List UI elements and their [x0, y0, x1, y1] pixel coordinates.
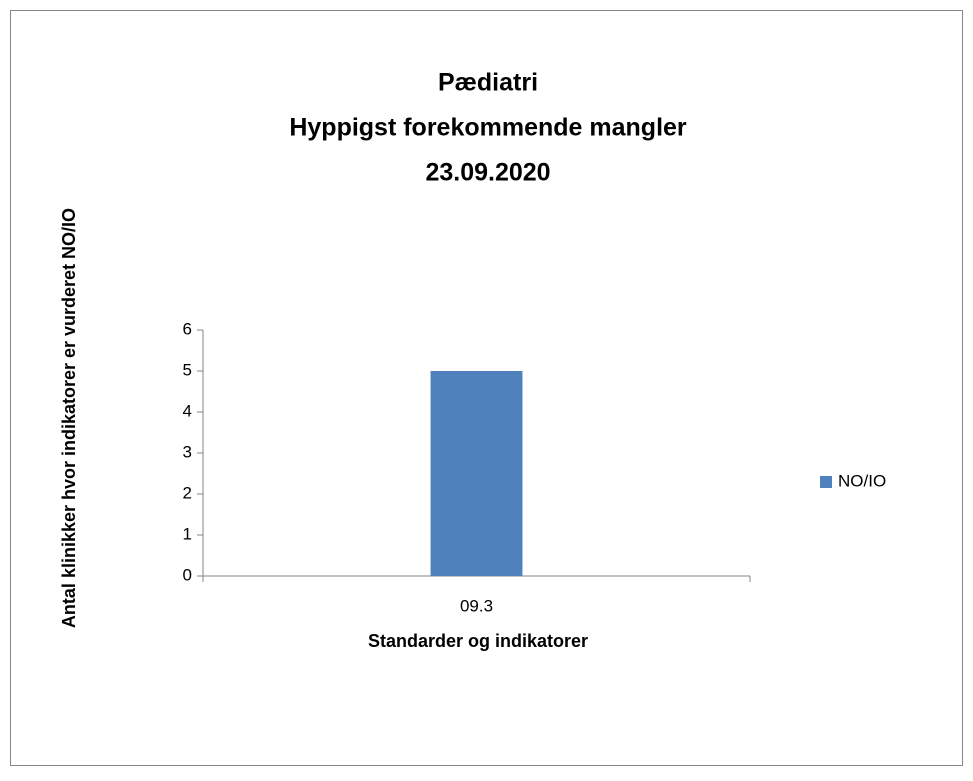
legend-label: NO/IO [838, 471, 886, 490]
x-tick-label: 09.3 [460, 596, 493, 615]
chart-title: 23.09.2020 [425, 159, 550, 187]
x-axis-label: Standarder og indikatorer [368, 631, 588, 651]
bar [430, 371, 523, 576]
y-tick-label: 5 [183, 360, 192, 379]
y-tick-label: 4 [183, 401, 192, 420]
chart-title: Hyppigst forekommende mangler [289, 114, 687, 142]
y-tick-label: 6 [183, 319, 192, 338]
y-tick-label: 3 [183, 442, 192, 461]
legend-swatch [820, 476, 832, 488]
chart-title: Pædiatri [438, 69, 538, 97]
y-tick-label: 1 [183, 524, 192, 543]
y-tick-label: 0 [183, 565, 192, 584]
y-axis-label: Antal klinikker hvor indikatorer er vurd… [59, 208, 79, 628]
y-tick-label: 2 [183, 483, 192, 502]
